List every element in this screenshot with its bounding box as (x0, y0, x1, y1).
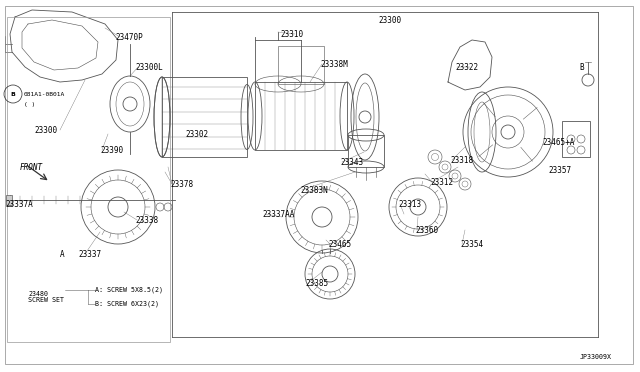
Text: 23312: 23312 (430, 177, 453, 186)
Text: JP33009X: JP33009X (580, 354, 612, 360)
Text: 23390: 23390 (100, 145, 123, 154)
Text: 23383N: 23383N (300, 186, 328, 195)
Text: 23465: 23465 (328, 240, 351, 248)
Text: A: SCREW 5X8.5(2): A: SCREW 5X8.5(2) (95, 287, 163, 293)
Text: 23338M: 23338M (320, 60, 348, 68)
Text: B: B (580, 62, 584, 71)
Text: 23470P: 23470P (115, 32, 143, 42)
Text: 23337A: 23337A (5, 199, 33, 208)
Text: 23378: 23378 (170, 180, 193, 189)
Text: 23310: 23310 (280, 29, 303, 38)
Text: 23354: 23354 (460, 240, 483, 248)
Bar (562, 121, 590, 157)
Text: 23338: 23338 (135, 215, 158, 224)
Bar (7, 17, 170, 342)
Bar (348, 135, 384, 167)
Text: B: B (11, 92, 15, 96)
Text: 23385: 23385 (305, 279, 328, 289)
Text: A: A (60, 250, 64, 259)
Text: 23322: 23322 (455, 62, 478, 71)
Text: 23300: 23300 (35, 125, 58, 135)
Text: 23465+A: 23465+A (542, 138, 574, 147)
Text: 23313: 23313 (398, 199, 421, 208)
Bar (255, 82, 347, 150)
Text: 081A1-0B01A: 081A1-0B01A (24, 92, 65, 96)
Text: 23300L: 23300L (135, 62, 163, 71)
Text: 23337AA: 23337AA (262, 209, 294, 218)
Bar (278, 46, 324, 84)
Bar (6, 195, 12, 205)
Text: 23302: 23302 (185, 129, 208, 138)
Text: FRONT: FRONT (20, 163, 43, 171)
Text: 23318: 23318 (450, 155, 473, 164)
Text: 23360: 23360 (415, 225, 438, 234)
Text: 23337: 23337 (78, 250, 101, 259)
Text: 23343: 23343 (340, 157, 363, 167)
Text: B: SCREW 6X23(2): B: SCREW 6X23(2) (95, 301, 159, 307)
Text: 23300: 23300 (378, 16, 401, 25)
Text: 23357: 23357 (548, 166, 571, 174)
Bar (162, 77, 247, 157)
Text: 23480
SCREW SET: 23480 SCREW SET (28, 291, 64, 304)
Text: ( ): ( ) (24, 102, 35, 106)
